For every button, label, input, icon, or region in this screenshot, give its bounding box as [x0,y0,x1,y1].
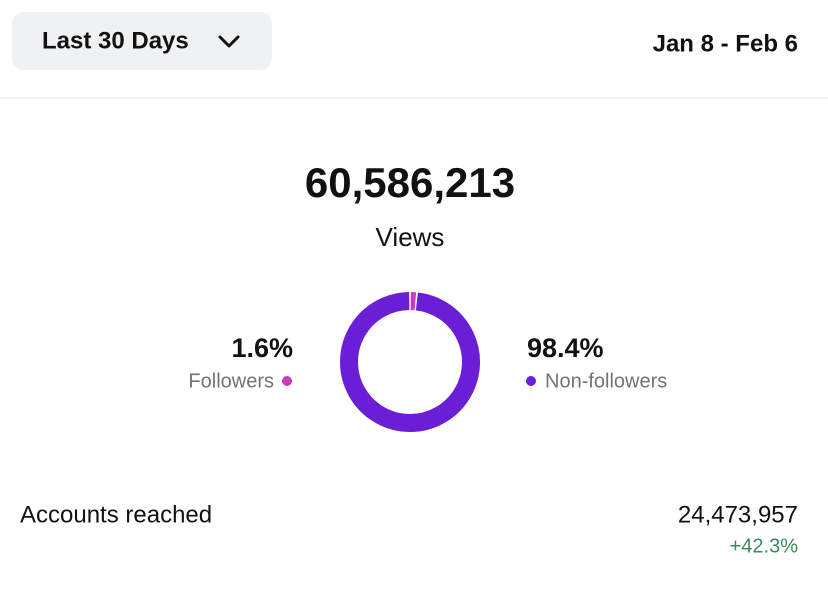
donut-slice [349,301,471,423]
legend-label: Non-followers [545,370,667,392]
legend-label: Followers [188,370,274,392]
donut-chart [349,301,471,423]
range-button-label[interactable]: Last 30 Days [42,27,189,54]
views-label: Views [376,222,445,252]
accounts-reached-label: Accounts reached [20,501,212,528]
date-range: Jan 8 - Feb 6 [653,30,798,57]
followers-percent: 1.6% [231,333,293,363]
legend-dot [282,376,292,386]
legend-dot [526,376,536,386]
non-followers-percent: 98.4% [527,333,604,363]
accounts-reached-change: +42.3% [730,535,799,557]
accounts-reached-value: 24,473,957 [678,501,798,528]
views-value: 60,586,213 [305,159,515,206]
